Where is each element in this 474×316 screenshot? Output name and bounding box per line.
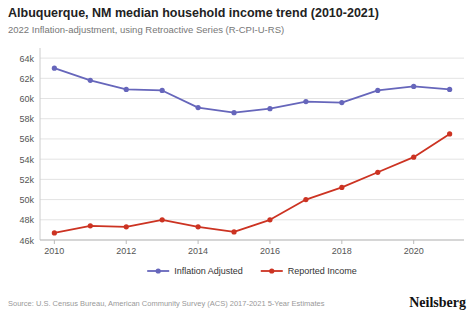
x-tick-label: 2014 — [188, 246, 208, 256]
series-point — [339, 185, 344, 190]
series-point — [124, 224, 129, 229]
x-tick — [341, 240, 342, 244]
legend-item: Inflation Adjusted — [147, 266, 243, 276]
legend-label: Reported Income — [288, 266, 357, 276]
series-point — [52, 230, 57, 235]
series-point — [303, 197, 308, 202]
series-point — [411, 84, 416, 89]
series-line — [54, 68, 449, 112]
series-point — [375, 170, 380, 175]
x-tick-label: 2018 — [332, 246, 352, 256]
series-point — [231, 229, 236, 234]
series-point — [160, 88, 165, 93]
series-point — [196, 224, 201, 229]
series-point — [447, 131, 452, 136]
series-point — [124, 87, 129, 92]
x-tick — [126, 240, 127, 244]
x-tick — [198, 240, 199, 244]
x-tick — [269, 240, 270, 244]
series-point — [231, 110, 236, 115]
series-point — [196, 105, 201, 110]
series-point — [339, 100, 344, 105]
legend-label: Inflation Adjusted — [174, 266, 243, 276]
chart: Albuquerque, NM median household income … — [0, 0, 474, 316]
grid-line — [40, 138, 464, 139]
grid-line — [40, 118, 464, 119]
series-point — [267, 217, 272, 222]
y-tick-label: 52k — [19, 175, 34, 185]
y-tick-label: 48k — [19, 215, 34, 225]
series-line — [54, 134, 449, 233]
y-tick-label: 60k — [19, 94, 34, 104]
branding: Neilsberg — [409, 295, 466, 310]
series-point — [375, 88, 380, 93]
y-tick-label: 64k — [19, 54, 34, 64]
legend: Inflation Adjusted Reported Income — [147, 266, 357, 276]
legend-marker — [269, 268, 274, 273]
grid-line — [40, 219, 464, 220]
series-point — [52, 66, 57, 71]
source-note: Source: U.S. Census Bureau, American Com… — [8, 299, 325, 308]
grid-line — [40, 240, 464, 241]
x-axis-line — [40, 240, 464, 241]
x-tick — [54, 240, 55, 244]
series-point — [88, 223, 93, 228]
x-tick-label: 2016 — [260, 246, 280, 256]
subtitle: 2022 Inflation-adjustment, using Retroac… — [8, 24, 284, 35]
grid-line — [40, 78, 464, 79]
x-tick-label: 2012 — [116, 246, 136, 256]
legend-marker — [156, 268, 161, 273]
series-point — [303, 99, 308, 104]
y-tick-label: 56k — [19, 134, 34, 144]
y-tick-label: 62k — [19, 74, 34, 84]
x-tick-label: 2020 — [404, 246, 424, 256]
y-tick-label: 58k — [19, 114, 34, 124]
series-point — [267, 106, 272, 111]
x-tick-label: 2010 — [44, 246, 64, 256]
legend-item: Reported Income — [261, 266, 357, 276]
grid — [40, 58, 464, 240]
grid-line — [40, 159, 464, 160]
grid-line — [40, 98, 464, 99]
series-point — [411, 155, 416, 160]
title: Albuquerque, NM median household income … — [8, 6, 379, 20]
grid-line — [40, 58, 464, 59]
series-point — [160, 217, 165, 222]
grid-line — [40, 179, 464, 180]
y-tick-label: 50k — [19, 195, 34, 205]
x-tick — [413, 240, 414, 244]
y-tick-label: 46k — [19, 236, 34, 246]
grid-line — [40, 199, 464, 200]
y-tick-label: 54k — [19, 155, 34, 165]
plot-area — [52, 66, 452, 236]
series-point — [447, 87, 452, 92]
series-point — [88, 78, 93, 83]
y-axis-line — [40, 48, 41, 240]
